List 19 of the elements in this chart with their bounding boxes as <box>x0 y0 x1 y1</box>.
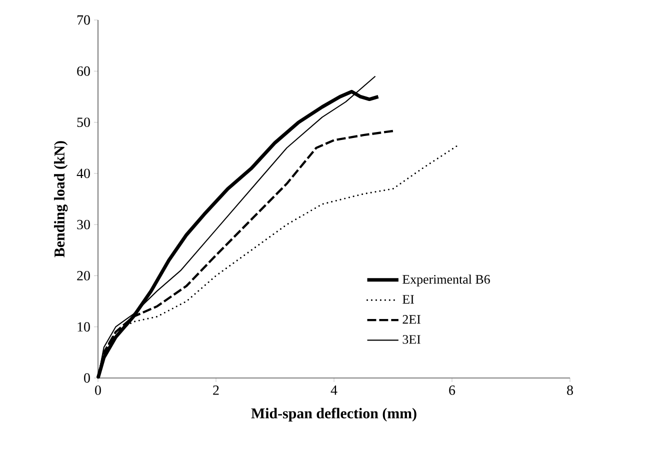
y-tick-label: 50 <box>77 118 90 127</box>
y-tick-label: 60 <box>77 66 90 76</box>
x-tick-label: 6 <box>449 386 456 395</box>
x-tick-label: 4 <box>330 386 338 395</box>
y-tick-label: 30 <box>77 220 90 230</box>
legend-label: 3EI <box>402 335 420 344</box>
legend-label: EI <box>402 295 414 304</box>
y-tick-label: 0 <box>84 373 90 383</box>
y-tick-label: 70 <box>77 15 90 25</box>
y-tick-label: 10 <box>78 322 90 332</box>
legend-label: 2EI <box>402 315 420 324</box>
y-tick-label: 40 <box>76 168 90 178</box>
x-tick-label: 0 <box>95 386 101 395</box>
legend-label: Experimental B6 <box>402 274 490 286</box>
y-tick-label: 20 <box>77 271 90 280</box>
x-axis-title: Mid-span deflection (mm) <box>251 408 416 422</box>
x-tick-label: 8 <box>567 386 573 395</box>
x-tick-label: 2 <box>213 386 219 395</box>
y-axis-title: Bending load (kN) <box>54 141 68 258</box>
